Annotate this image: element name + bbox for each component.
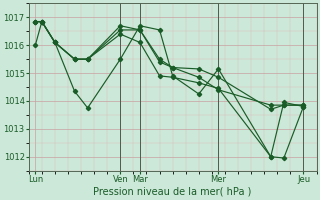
- X-axis label: Pression niveau de la mer( hPa ): Pression niveau de la mer( hPa ): [93, 187, 252, 197]
